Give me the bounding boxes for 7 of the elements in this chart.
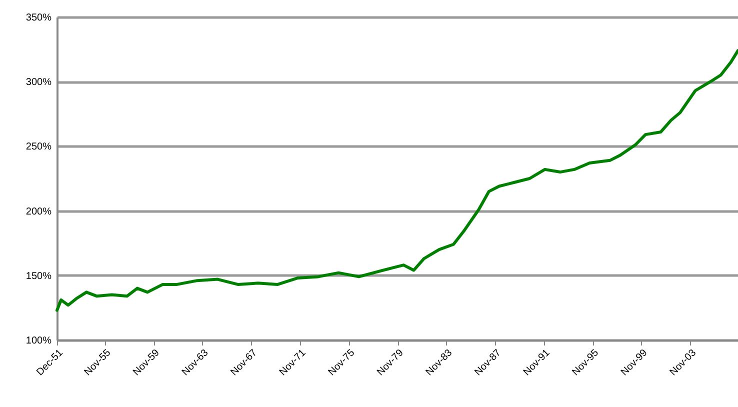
y-tick-label: 150% <box>26 270 52 282</box>
y-tick-label: 350% <box>26 12 52 24</box>
line-series <box>56 49 738 312</box>
y-tick-label: 100% <box>26 336 52 346</box>
y-tick-label: 300% <box>26 77 52 88</box>
y-tick-label: 200% <box>26 206 52 218</box>
y-tick-label: 250% <box>26 142 52 153</box>
